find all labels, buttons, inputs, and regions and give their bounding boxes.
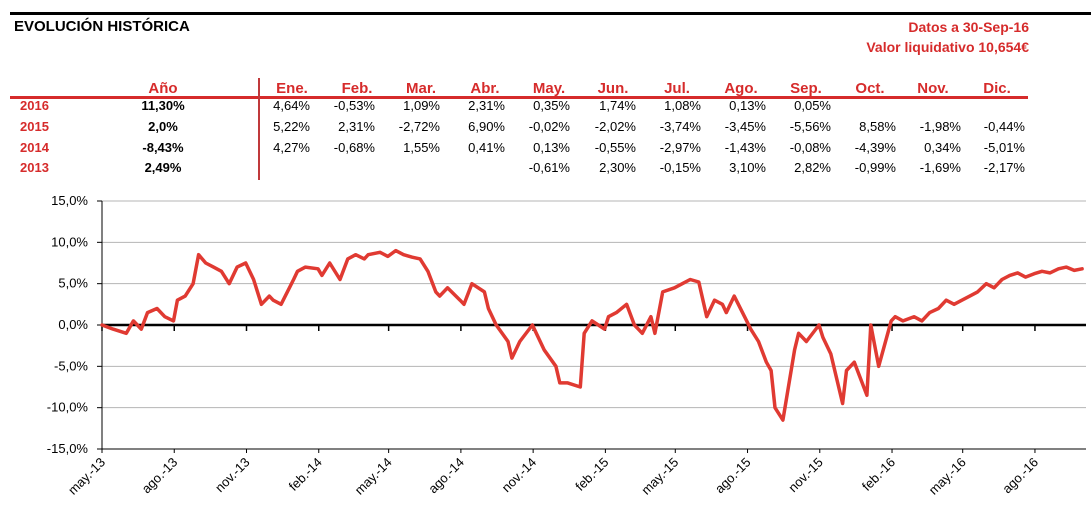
row-annual-return: -8,43% [142, 140, 184, 155]
monthly-return-cell: 2,30% [599, 160, 636, 175]
row-year: 2015 [20, 119, 49, 134]
historical-evolution-chart: 15,0%10,0%5,0%0,0%-5,0%-10,0%-15,0%may.-… [47, 193, 1086, 498]
monthly-return-cell: 4,27% [273, 140, 310, 155]
x-tick-label: may.-16 [926, 455, 969, 498]
x-tick-label: nov.-13 [212, 455, 253, 496]
header-rule [10, 96, 1028, 99]
y-tick-label: -5,0% [54, 358, 88, 373]
x-tick-label: nov.-14 [499, 455, 540, 496]
x-tick-label: ago.-13 [139, 455, 181, 497]
y-tick-label: 15,0% [51, 193, 88, 208]
x-tick-label: nov.-15 [785, 455, 826, 496]
monthly-return-cell: 1,08% [664, 98, 701, 113]
monthly-return-cell: 0,05% [794, 98, 831, 113]
monthly-return-cell: 1,55% [403, 140, 440, 155]
monthly-return-cell: -0,08% [789, 140, 831, 155]
monthly-return-cell: 3,10% [729, 160, 766, 175]
row-annual-return: 11,30% [141, 98, 185, 113]
column-header: Dic. [983, 80, 1011, 97]
monthly-return-cell: -0,68% [333, 140, 375, 155]
monthly-return-cell: -4,39% [854, 140, 896, 155]
monthly-return-cell: -1,43% [724, 140, 766, 155]
monthly-return-cell: 0,13% [533, 140, 570, 155]
monthly-return-cell: -0,44% [983, 119, 1025, 134]
column-divider [258, 78, 260, 180]
y-tick-label: 10,0% [51, 234, 88, 249]
column-header: Ene. [276, 80, 308, 97]
monthly-return-cell: -0,61% [528, 160, 570, 175]
x-tick-label: ago.-14 [425, 455, 467, 497]
column-header: Ago. [724, 80, 758, 97]
column-header: Feb. [341, 80, 373, 97]
row-year: 2013 [20, 160, 49, 175]
monthly-return-cell: -0,02% [528, 119, 570, 134]
monthly-return-cell: -5,56% [789, 119, 831, 134]
monthly-return-cell: -0,53% [333, 98, 375, 113]
row-year: 2014 [20, 140, 49, 155]
monthly-return-cell: 1,09% [403, 98, 440, 113]
y-tick-label: 0,0% [58, 317, 88, 332]
monthly-return-cell: -3,74% [659, 119, 701, 134]
monthly-return-cell: -5,01% [983, 140, 1025, 155]
monthly-return-cell: -0,99% [854, 160, 896, 175]
monthly-return-cell: 6,90% [468, 119, 505, 134]
monthly-return-cell: -2,02% [594, 119, 636, 134]
monthly-return-cell: -2,72% [398, 119, 440, 134]
monthly-return-cell: 0,35% [533, 98, 570, 113]
page-title: EVOLUCIÓN HISTÓRICA [14, 18, 190, 35]
monthly-return-cell: -1,69% [919, 160, 961, 175]
column-header: Jul. [664, 80, 690, 97]
column-header: Sep. [790, 80, 822, 97]
monthly-return-cell: 1,74% [599, 98, 636, 113]
monthly-return-cell: 8,58% [859, 119, 896, 134]
row-year: 2016 [20, 98, 49, 113]
x-tick-label: may.-15 [638, 455, 681, 498]
column-header: Año [148, 80, 178, 97]
monthly-return-cell: -2,97% [659, 140, 701, 155]
monthly-return-cell: 4,64% [273, 98, 310, 113]
y-tick-label: 5,0% [58, 276, 88, 291]
monthly-return-cell: -0,15% [659, 160, 701, 175]
top-rule [10, 12, 1091, 15]
x-tick-label: feb.-16 [859, 455, 898, 494]
x-tick-label: ago.-15 [712, 455, 754, 497]
column-header: Oct. [855, 80, 885, 97]
monthly-return-cell: 0,34% [924, 140, 961, 155]
monthly-return-cell: 5,22% [273, 119, 310, 134]
x-tick-label: may.-13 [65, 455, 108, 498]
monthly-return-cell: 2,31% [338, 119, 375, 134]
monthly-return-cell: -3,45% [724, 119, 766, 134]
net-asset-value: Valor liquidativo 10,654€ [866, 39, 1029, 55]
monthly-return-cell: -1,98% [919, 119, 961, 134]
x-tick-label: may.-14 [352, 455, 395, 498]
monthly-return-cell: -2,17% [983, 160, 1025, 175]
row-annual-return: 2,0% [148, 119, 178, 134]
monthly-return-cell: 2,82% [794, 160, 831, 175]
y-tick-label: -10,0% [47, 400, 89, 415]
monthly-return-cell: -0,55% [594, 140, 636, 155]
column-header: Abr. [470, 80, 500, 97]
series-line [100, 248, 1084, 422]
row-annual-return: 2,49% [144, 160, 182, 175]
column-header: Mar. [405, 80, 436, 97]
x-tick-label: feb.-14 [286, 455, 325, 494]
monthly-return-cell: 0,13% [729, 98, 766, 113]
data-date: Datos a 30-Sep-16 [908, 19, 1029, 35]
column-header: Jun. [597, 80, 629, 97]
monthly-return-cell: 2,31% [468, 98, 505, 113]
y-tick-label: -15,0% [47, 441, 89, 456]
x-tick-label: feb.-15 [572, 455, 611, 494]
x-tick-label: ago.-16 [999, 455, 1041, 497]
column-header: May. [532, 80, 566, 97]
column-header: Nov. [917, 80, 949, 97]
monthly-return-cell: 0,41% [468, 140, 505, 155]
